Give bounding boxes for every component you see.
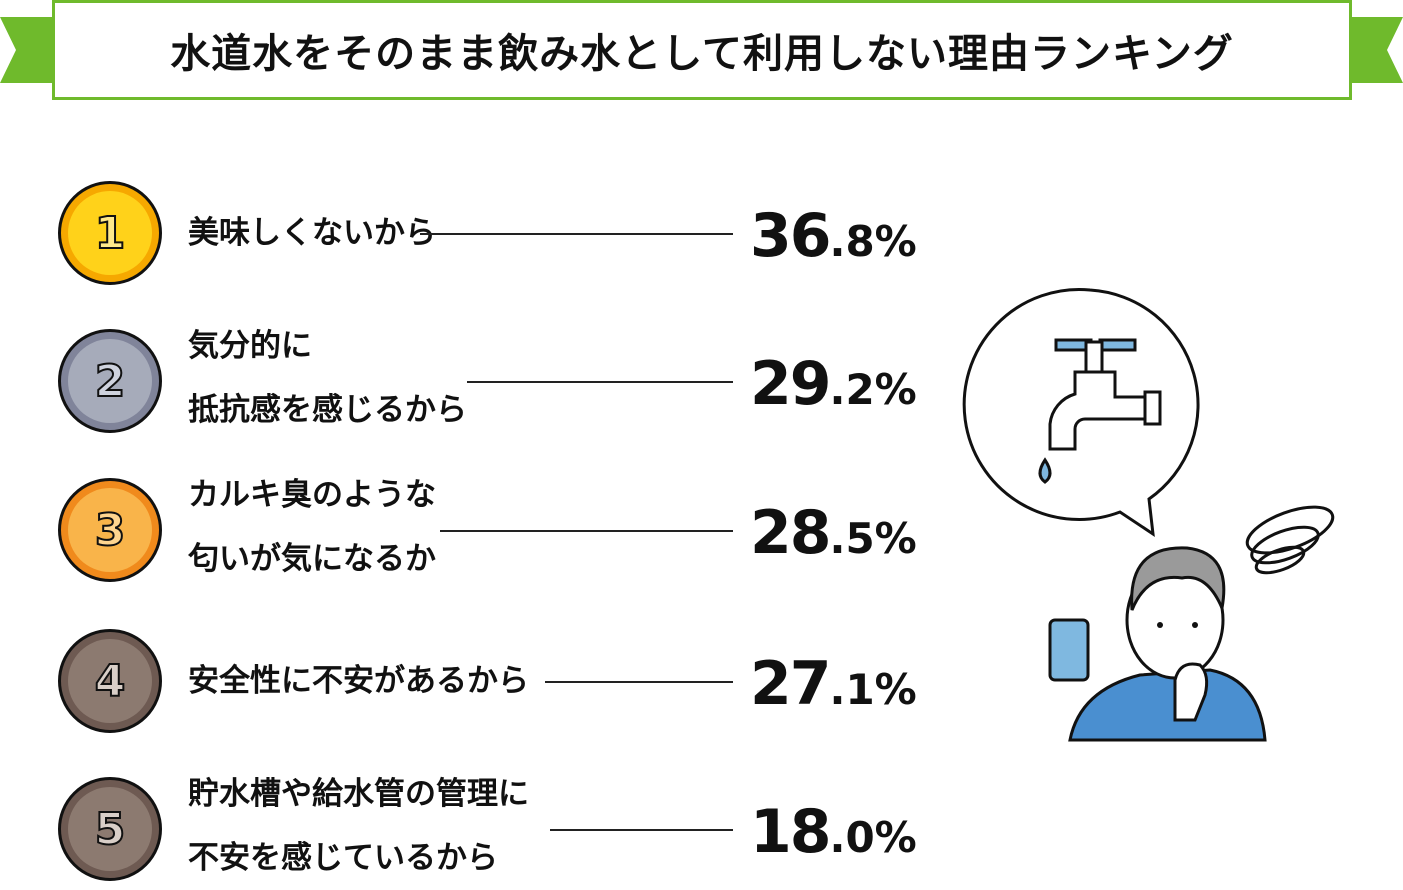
medal-gold: 1	[58, 181, 162, 285]
percentage-decimal: .5%	[829, 514, 917, 563]
rank-number: 3	[68, 488, 152, 572]
percentage-decimal: .2%	[829, 365, 917, 414]
ribbon-right	[1343, 17, 1403, 83]
percentage-integer: 36	[750, 201, 831, 271]
reason-label: 気分的に抵抗感を感じるから	[188, 314, 467, 442]
reason-text-line: 気分的に	[188, 328, 312, 364]
percentage: 29.2%	[750, 349, 917, 419]
page-title: 水道水をそのまま飲み水として利用しない理由ランキング	[170, 31, 1234, 77]
reason-text-line: 美味しくないから	[188, 215, 436, 251]
rank-number: 4	[68, 639, 152, 723]
reason-text-line: 安全性に不安があるから	[188, 663, 529, 699]
percentage: 36.8%	[750, 201, 917, 271]
percentage-decimal: .1%	[829, 665, 917, 714]
leader-line	[545, 681, 733, 683]
ranking-row: 2 気分的に抵抗感を感じるから 29.2%	[58, 328, 918, 439]
medal-brown: 5	[58, 777, 162, 881]
ribbon-left	[0, 17, 60, 83]
reason-text-line: 不安を感じているから	[188, 840, 498, 876]
percentage-integer: 29	[750, 349, 831, 419]
ranking-row: 1 美味しくないから 36.8%	[58, 181, 918, 291]
faucet-icon	[1038, 338, 1162, 484]
reason-label: カルキ臭のような 匂いが気になるか	[188, 463, 436, 591]
title-banner: 水道水をそのまま飲み水として利用しない理由ランキング	[52, 0, 1352, 100]
ranking-row: 3 カルキ臭のような 匂いが気になるか 28.5%	[58, 477, 918, 588]
reason-label: 美味しくないから	[188, 201, 436, 265]
ranking-row: 5 貯水槽や給水管の管理に 不安を感じているから 18.0%	[58, 776, 918, 887]
reason-text-line: 匂いが気になるか	[188, 541, 436, 577]
medal-silver: 2	[58, 329, 162, 433]
reason-label: 貯水槽や給水管の管理に 不安を感じているから	[188, 762, 529, 890]
leader-line	[420, 233, 733, 235]
percentage: 28.5%	[750, 498, 917, 568]
rank-number: 5	[68, 787, 152, 871]
percentage-decimal: .0%	[829, 813, 917, 862]
percentage-integer: 28	[750, 498, 831, 568]
man	[1048, 546, 1267, 742]
dizzy-swirl	[1245, 505, 1335, 575]
reason-text-line: カルキ臭のような	[188, 477, 436, 513]
reason-text-line: 貯水槽や給水管の管理に	[188, 776, 529, 812]
medal-bronze: 3	[58, 478, 162, 582]
percentage-decimal: .8%	[829, 217, 917, 266]
percentage-integer: 18	[750, 797, 831, 867]
faucet-thinking-man-illustration	[962, 288, 1335, 742]
reason-label: 安全性に不安があるから	[188, 649, 529, 713]
leader-line	[467, 381, 733, 383]
percentage: 27.1%	[750, 649, 917, 719]
leader-line	[550, 829, 733, 831]
percentage-integer: 27	[750, 649, 831, 719]
ranking-row: 4 安全性に不安があるから 27.1%	[58, 629, 918, 739]
percentage: 18.0%	[750, 797, 917, 867]
medal-brown: 4	[58, 629, 162, 733]
leader-line	[440, 530, 733, 532]
rank-number: 1	[68, 191, 152, 275]
rank-number: 2	[68, 339, 152, 423]
reason-text-line: 抵抗感を感じるから	[188, 392, 467, 428]
